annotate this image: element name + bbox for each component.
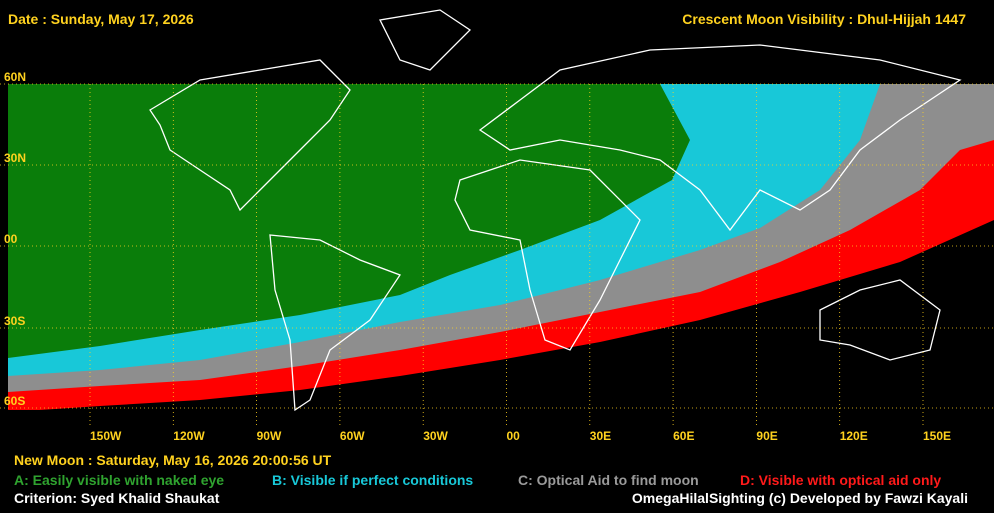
lat-label: 30N: [4, 151, 26, 165]
lat-label: 00: [4, 232, 18, 246]
lon-label: 120W: [173, 429, 205, 443]
lon-label: 60E: [673, 429, 694, 443]
credit: OmegaHilalSighting (c) Developed by Fawz…: [632, 490, 968, 506]
europe-asia: [478, 44, 962, 232]
south-america: [269, 234, 401, 412]
africa: [454, 159, 641, 351]
lon-label: 30W: [423, 429, 448, 443]
criterion: Criterion: Syed Khalid Shaukat: [14, 490, 220, 506]
lon-label: 90E: [756, 429, 777, 443]
zone-a: [8, 84, 690, 358]
legend-c: C: Optical Aid to find moon: [518, 472, 699, 488]
lon-label: 30E: [590, 429, 611, 443]
legend-d: D: Visible with optical aid only: [740, 472, 941, 488]
coastlines: [149, 9, 962, 412]
lat-label: 30S: [4, 314, 25, 328]
legend-b: B: Visible if perfect conditions: [272, 472, 473, 488]
greenland: [379, 9, 472, 71]
lon-label: 90W: [257, 429, 282, 443]
visibility-zones: [8, 84, 994, 410]
legend-a: A: Easily visible with naked eye: [14, 472, 224, 488]
north-america: [149, 59, 351, 212]
lon-label: 00: [507, 429, 521, 443]
title: Crescent Moon Visibility : Dhul-Hijjah 1…: [682, 11, 966, 27]
australia: [819, 279, 941, 361]
new-moon: New Moon : Saturday, May 16, 2026 20:00:…: [14, 452, 332, 468]
date: Date : Sunday, May 17, 2026: [8, 11, 194, 27]
lon-label: 120E: [840, 429, 868, 443]
lat-label: 60N: [4, 70, 26, 84]
grid: 60N 30N 00 30S 60S 150W 120W 90W 60W 30W 00 30E 60E 9…: [0, 70, 994, 443]
lat-label: 60S: [4, 394, 25, 408]
lon-label: 150W: [90, 429, 122, 443]
lon-label: 150E: [923, 429, 951, 443]
lon-label: 60W: [340, 429, 365, 443]
